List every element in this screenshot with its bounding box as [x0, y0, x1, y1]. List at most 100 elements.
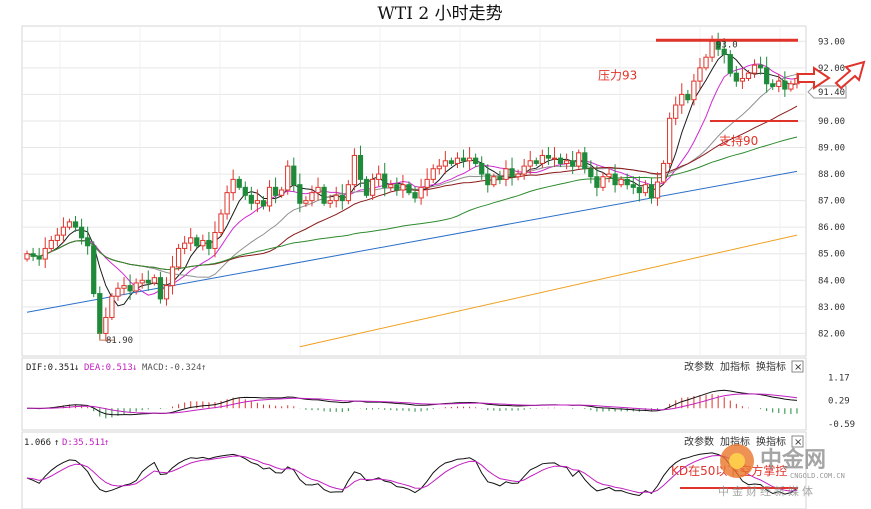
candle-body: [557, 157, 564, 164]
low-marker-label: 81.90: [106, 336, 133, 346]
candle-body: [382, 173, 388, 188]
ma-line-ma-gray: [26, 73, 798, 278]
candle-body: [745, 72, 752, 79]
y-tick-label: 90.00: [818, 117, 845, 127]
candle-body: [357, 154, 364, 180]
candle-body: [618, 178, 624, 186]
candle-body: [303, 200, 309, 204]
candle-body: [606, 173, 612, 178]
macd-close-icon[interactable]: ×: [794, 362, 802, 373]
candle-body: [563, 160, 570, 164]
candle-body: [667, 117, 673, 164]
candle-body: [503, 168, 509, 180]
candle-body: [703, 56, 709, 69]
moving-averages: [26, 53, 798, 348]
candle-body: [169, 266, 176, 287]
candle-body: [497, 176, 503, 180]
kd-close-icon[interactable]: ×: [794, 437, 802, 448]
kd-change-params-button[interactable]: 改参数: [684, 435, 714, 448]
macd-tick-label: 0.29: [828, 397, 850, 407]
kd-k-line: [26, 452, 798, 497]
kd-buttons: 改参数 加指标 换指标 ×: [684, 435, 804, 448]
candle-body: [206, 239, 212, 249]
candle-body: [388, 184, 394, 188]
kd-add-indicator-button[interactable]: 加指标: [720, 435, 750, 448]
candle-body: [491, 176, 497, 186]
candle-body: [363, 178, 370, 196]
macd-switch-indicator-button[interactable]: 换指标: [756, 360, 786, 373]
candle-body: [48, 239, 54, 249]
candle-body: [654, 181, 661, 199]
candle-body: [42, 247, 48, 260]
candle-body: [509, 168, 515, 178]
candle-body: [515, 173, 521, 178]
candle-body: [127, 285, 133, 292]
candle-body: [157, 277, 164, 300]
y-tick-label: 92.00: [818, 64, 845, 74]
kd-legend: 1.066 ↑ D:35.511 ↑: [24, 438, 109, 448]
candle-body: [721, 48, 727, 56]
candle-body: [776, 80, 782, 87]
candle-body: [333, 194, 339, 202]
candle-body: [442, 160, 448, 167]
candle-body: [163, 285, 170, 300]
kd-close-button[interactable]: [791, 435, 804, 448]
candle-body: [624, 178, 630, 186]
candle-body: [60, 226, 67, 236]
support-label: 支持90: [719, 133, 758, 148]
kd-k-arrow: ↑: [54, 438, 59, 448]
candle-body: [466, 157, 473, 162]
macd-buttons: 改参数 加指标 换指标 ×: [684, 360, 804, 373]
macd-value-arrow: ↑: [201, 363, 206, 373]
y-tick-label: 85.00: [818, 250, 845, 260]
resistance-label: 压力93: [598, 68, 637, 82]
macd-add-indicator-button[interactable]: 加指标: [720, 360, 750, 373]
candle-body: [727, 54, 733, 74]
candle-body: [570, 160, 576, 167]
candle-body: [521, 165, 527, 175]
candle-body: [412, 192, 418, 199]
candle-body: [630, 184, 636, 188]
y-tick-label: 88.00: [818, 170, 845, 180]
candle-body: [182, 242, 188, 249]
candle-body: [479, 162, 485, 175]
candle-body: [685, 93, 691, 101]
candle-body: [594, 176, 600, 188]
candle-body: [588, 168, 594, 178]
candle-body: [266, 186, 273, 207]
macd-dif-label: DIF:0.351: [26, 363, 75, 373]
candle-body: [230, 178, 236, 194]
candle-body: [709, 40, 715, 58]
candle-body: [133, 282, 139, 292]
candle-body: [430, 168, 436, 180]
macd-change-params-button[interactable]: 改参数: [684, 360, 714, 373]
candle-body: [376, 173, 382, 180]
candle-body: [309, 192, 315, 202]
macd-tick-label: 1.17: [828, 373, 850, 383]
macd-axis: 1.17 0.29 -0.59: [828, 373, 855, 429]
kd-switch-indicator-button[interactable]: 换指标: [756, 435, 786, 448]
y-tick-label: 83.00: [818, 303, 845, 313]
y-tick-label: 86.00: [818, 223, 845, 233]
candle-body: [576, 152, 582, 167]
candle-body: [285, 165, 291, 191]
main-panel: [21, 25, 807, 357]
candle-body: [36, 255, 42, 260]
candle-body: [642, 184, 649, 194]
candle-body: [345, 184, 351, 202]
candle-body: [751, 64, 758, 74]
candle-body: [424, 178, 430, 188]
candle-body: [436, 165, 442, 170]
kd-d-label: D:35.511: [62, 438, 105, 448]
ma-line-ma-magenta: [26, 63, 798, 296]
candle-body: [78, 226, 85, 239]
macd-plot: [26, 389, 798, 419]
candle-body: [145, 279, 151, 284]
candle-body: [218, 213, 224, 233]
candle-body: [600, 176, 606, 188]
candle-body: [24, 253, 30, 260]
candle-body: [321, 186, 327, 204]
y-tick-label: 82.00: [818, 329, 845, 339]
macd-close-button[interactable]: [791, 360, 804, 373]
